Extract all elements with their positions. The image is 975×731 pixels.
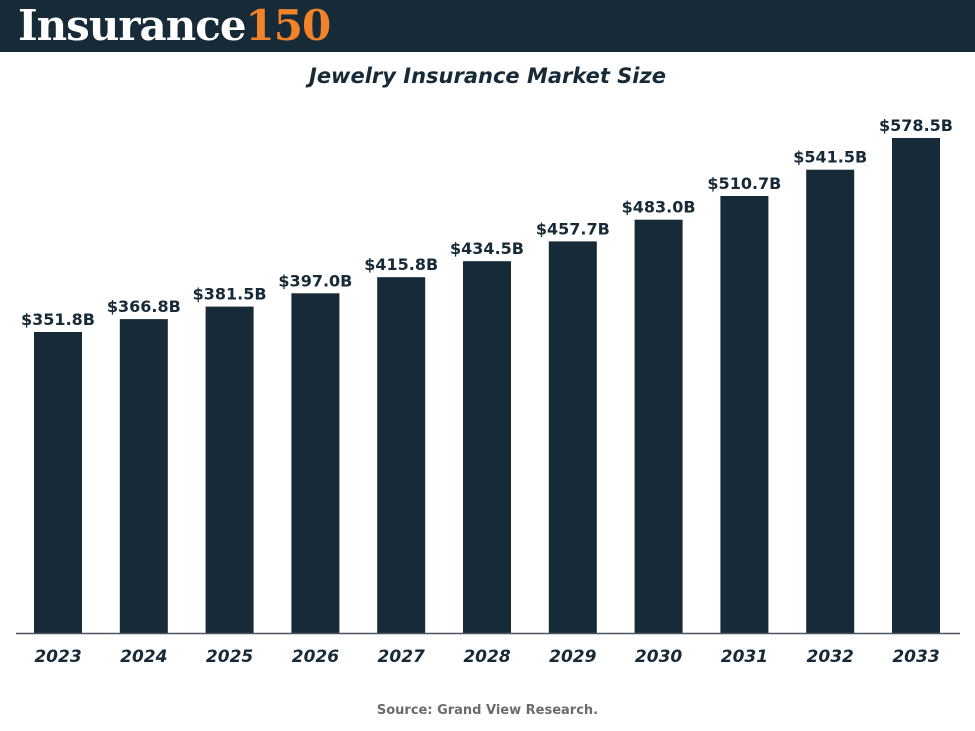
bar-2030 — [634, 219, 683, 633]
bar-2023 — [34, 332, 82, 633]
x-tick-label-2025: 2025 — [206, 647, 253, 667]
x-tick-label-2031: 2031 — [721, 647, 768, 667]
logo-word: Insurance — [18, 1, 247, 50]
bar-2027 — [377, 277, 426, 633]
data-label-2031: $510.7B — [707, 174, 781, 193]
data-label-2030: $483.0B — [622, 198, 696, 217]
bar-2028 — [463, 261, 511, 633]
data-label-2029: $457.7B — [536, 219, 610, 238]
header-bar: Insurance150 — [0, 0, 975, 52]
x-tick-label-2027: 2027 — [378, 647, 425, 667]
source-note: Source: Grand View Research. — [376, 703, 599, 718]
value-labels-group: $351.8B $366.8B $381.5B $397.0B $415.8B $434.… — [21, 116, 953, 329]
data-label-2027: $415.8B — [364, 255, 438, 274]
data-label-2024: $366.8B — [107, 297, 181, 316]
bar-2024 — [119, 319, 168, 633]
x-tick-label-2033: 2033 — [892, 647, 939, 667]
x-tick-label-2023: 2023 — [34, 647, 81, 667]
brand-logo: Insurance150 — [18, 1, 332, 50]
data-label-2025: $381.5B — [193, 285, 267, 304]
x-tick-label-2029: 2029 — [549, 647, 596, 667]
data-label-2028: $434.5B — [450, 239, 524, 258]
x-tick-label-2026: 2026 — [292, 647, 339, 667]
data-label-2026: $397.0B — [278, 271, 352, 290]
tick-labels-group: 2023 2024 2025 2026 2027 2028 2029 2030 2031 2032… — [34, 647, 939, 667]
bar-2026 — [291, 293, 340, 633]
logo-number: 150 — [245, 1, 332, 50]
x-tick-label-2028: 2028 — [463, 647, 510, 667]
bars-group — [34, 138, 940, 633]
chart-title: Jewelry Insurance Market Size — [309, 64, 666, 88]
bar-2029 — [548, 241, 597, 633]
data-label-2033: $578.5B — [879, 116, 953, 135]
x-tick-label-2024: 2024 — [120, 647, 167, 667]
bar-2033 — [892, 138, 940, 633]
bar-2025 — [205, 306, 254, 633]
data-label-2032: $541.5B — [793, 148, 867, 167]
data-label-2023: $351.8B — [21, 310, 95, 329]
bar-2032 — [806, 169, 855, 633]
x-tick-label-2032: 2032 — [807, 647, 854, 667]
bar-2031 — [720, 196, 769, 633]
x-tick-label-2030: 2030 — [635, 647, 682, 667]
